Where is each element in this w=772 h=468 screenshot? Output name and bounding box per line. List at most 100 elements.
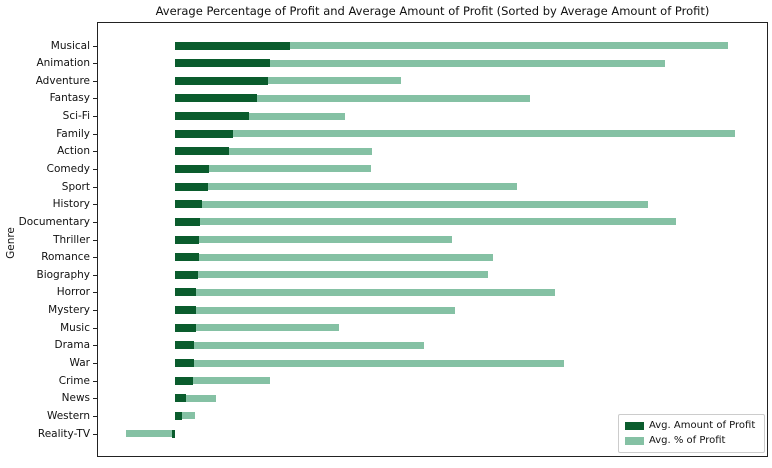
- bar-avg-percent: [175, 377, 270, 385]
- bar-avg-amount: [175, 411, 182, 420]
- y-tick-label: Sport: [61, 180, 90, 193]
- bar-avg-amount: [175, 288, 196, 297]
- y-tick-label: Musical: [50, 39, 90, 52]
- y-tick-label: Thriller: [53, 233, 90, 246]
- y-tick-label: Drama: [54, 339, 91, 352]
- y-tick-label: Horror: [56, 286, 90, 299]
- y-tick-label: Music: [60, 321, 90, 334]
- y-tick-label: War: [69, 357, 90, 370]
- y-tick-label: Romance: [41, 251, 90, 264]
- bar-avg-percent: [175, 253, 493, 261]
- bar-avg-amount: [175, 182, 208, 191]
- legend-item-percent: Avg. % of Profit: [625, 435, 758, 447]
- bar-avg-amount: [175, 253, 199, 262]
- chart-title: Average Percentage of Profit and Average…: [155, 4, 710, 18]
- bar-avg-amount: [175, 41, 290, 50]
- bar-avg-percent: [175, 412, 195, 420]
- bar-avg-percent: [175, 271, 488, 279]
- y-tick-mark: [93, 328, 97, 329]
- y-tick-mark: [93, 204, 97, 205]
- bar-avg-percent: [175, 147, 372, 155]
- y-tick-mark: [93, 257, 97, 258]
- bar-avg-percent: [175, 359, 564, 367]
- bar-avg-amount: [175, 323, 196, 332]
- y-tick-mark: [93, 416, 97, 417]
- legend-label-amount: Avg. Amount of Profit: [649, 420, 756, 431]
- bar-avg-amount: [172, 429, 175, 438]
- bar-avg-percent: [175, 94, 530, 102]
- bar-avg-percent: [175, 165, 371, 173]
- y-tick-mark: [93, 363, 97, 364]
- y-tick-label: Biography: [36, 268, 91, 281]
- y-tick-mark: [93, 381, 97, 382]
- y-tick-label: Family: [56, 127, 90, 140]
- y-tick-label: History: [52, 198, 90, 211]
- bar-avg-amount: [175, 394, 186, 403]
- bar-avg-amount: [175, 94, 257, 103]
- y-tick-mark: [93, 151, 97, 152]
- y-tick-mark: [93, 46, 97, 47]
- bar-avg-percent: [175, 341, 424, 349]
- bar-avg-percent: [175, 183, 517, 191]
- bar-avg-percent: [175, 324, 339, 332]
- y-tick-mark: [93, 310, 97, 311]
- y-tick-mark: [93, 187, 97, 188]
- y-tick-mark: [93, 63, 97, 64]
- y-tick-label: News: [61, 392, 90, 405]
- bar-avg-amount: [175, 270, 198, 279]
- legend-swatch-percent: [625, 437, 644, 445]
- bar-avg-percent: [175, 112, 345, 120]
- bar-avg-percent: [175, 394, 216, 402]
- bar-avg-percent: [175, 59, 665, 67]
- bar-avg-percent: [126, 430, 175, 438]
- y-tick-mark: [93, 81, 97, 82]
- bar-avg-amount: [175, 235, 199, 244]
- legend: Avg. Amount of Profit Avg. % of Profit: [618, 414, 765, 453]
- bar-avg-amount: [175, 147, 229, 156]
- y-tick-mark: [93, 398, 97, 399]
- bar-avg-amount: [175, 306, 196, 315]
- bar-avg-percent: [175, 200, 648, 208]
- y-tick-label: Mystery: [48, 304, 90, 317]
- bar-avg-amount: [175, 376, 193, 385]
- plot-area: [97, 22, 768, 457]
- y-tick-mark: [93, 240, 97, 241]
- y-tick-mark: [93, 222, 97, 223]
- y-tick-mark: [93, 434, 97, 435]
- legend-label-percent: Avg. % of Profit: [649, 435, 726, 446]
- y-tick-mark: [93, 98, 97, 99]
- y-tick-mark: [93, 134, 97, 135]
- y-tick-label: Sci-Fi: [62, 110, 90, 123]
- bar-avg-amount: [175, 76, 268, 85]
- y-tick-label: Comedy: [46, 162, 90, 175]
- bar-avg-amount: [175, 112, 249, 121]
- bar-avg-amount: [175, 217, 200, 226]
- bar-avg-amount: [175, 341, 194, 350]
- bar-avg-percent: [175, 218, 676, 226]
- y-tick-mark: [93, 345, 97, 346]
- bar-avg-amount: [175, 164, 209, 173]
- y-tick-label: Reality-TV: [37, 427, 90, 440]
- y-tick-label: Animation: [36, 57, 90, 70]
- bar-avg-amount: [175, 129, 233, 138]
- y-tick-label: Action: [57, 145, 90, 158]
- y-tick-mark: [93, 169, 97, 170]
- y-tick-label: Adventure: [35, 74, 90, 87]
- y-tick-mark: [93, 275, 97, 276]
- bar-avg-percent: [175, 288, 555, 296]
- bar-avg-percent: [175, 77, 401, 85]
- bar-avg-percent: [175, 42, 728, 49]
- bar-avg-percent: [175, 306, 455, 314]
- y-tick-mark: [93, 116, 97, 117]
- bar-avg-percent: [175, 130, 735, 138]
- bar-avg-amount: [175, 359, 194, 368]
- y-tick-label: Crime: [58, 374, 90, 387]
- legend-item-amount: Avg. Amount of Profit: [625, 420, 758, 432]
- bar-avg-percent: [175, 236, 452, 244]
- bar-avg-amount: [175, 59, 270, 68]
- bar-avg-amount: [175, 200, 202, 209]
- y-tick-mark: [93, 292, 97, 293]
- y-tick-label: Western: [46, 409, 90, 422]
- legend-swatch-amount: [625, 422, 644, 430]
